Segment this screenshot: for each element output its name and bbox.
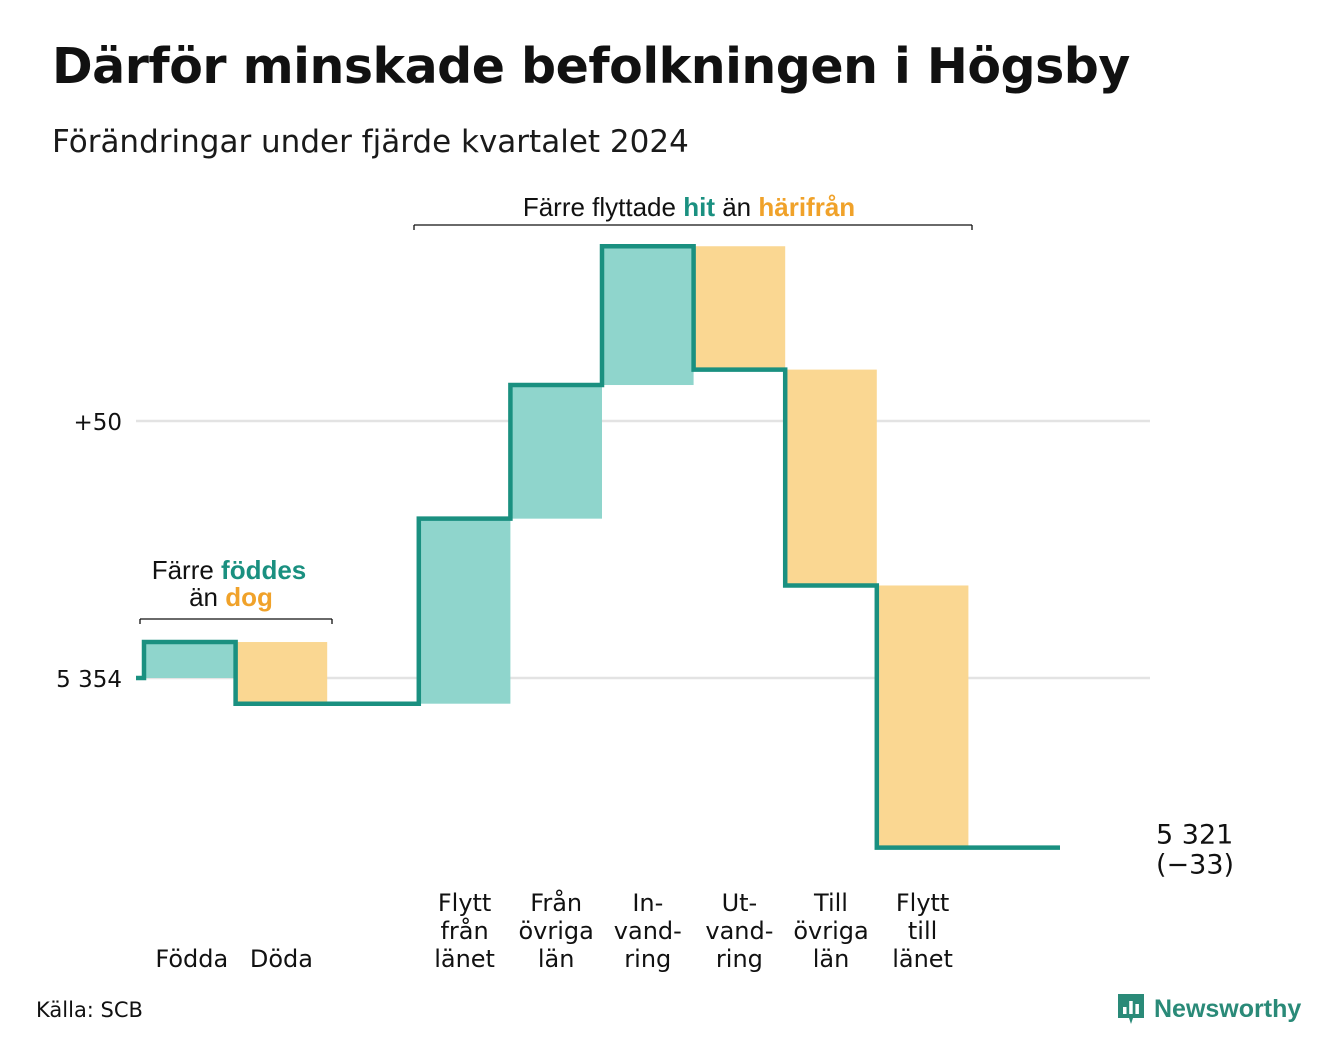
bar-inflow <box>510 385 602 519</box>
bar-inflow <box>144 642 236 678</box>
x-tick-label: Flytt <box>438 889 492 917</box>
migration-annotation-part: än <box>715 192 758 222</box>
newsworthy-logo-icon <box>1118 994 1144 1024</box>
brand-name: Newsworthy <box>1154 994 1302 1023</box>
x-tick-label: Ut- <box>722 889 758 917</box>
migration-annotation-part: härifrån <box>758 192 855 222</box>
brand-logo: Newsworthy <box>1116 992 1301 1026</box>
x-tick-label: Flytt <box>896 889 950 917</box>
x-tick-label: övriga <box>793 917 868 945</box>
bar-outflow <box>693 246 786 370</box>
bar-outflow <box>785 369 877 586</box>
x-tick-label: Från <box>530 888 582 917</box>
waterfall-chart: 5 354+50 Födda DödaFlyttfrånlänetFrånövri… <box>56 192 1234 973</box>
x-tick-label: Födda <box>155 945 228 973</box>
x-tick-label: vand- <box>705 917 773 945</box>
bar-outflow <box>235 642 328 704</box>
chart-title: Därför minskade befolkningen i Högsby <box>52 38 1130 95</box>
migration-annotation-part: hit <box>683 192 715 222</box>
births-annotation-line2: än dog <box>189 582 273 612</box>
x-tick-label: Till <box>813 889 848 917</box>
births-annotation-line1-part: Färre <box>152 555 221 585</box>
end-value-label: 5 321 <box>1156 820 1233 851</box>
x-tick-label: övriga <box>519 917 594 945</box>
y-tick-label: 5 354 <box>56 667 122 693</box>
x-tick-label: till <box>908 917 937 945</box>
x-tick-label: län <box>538 945 575 973</box>
births-annotation-line2-part: dog <box>225 582 273 612</box>
births-annotation-line2-part: än <box>189 582 225 612</box>
x-tick-label: ring <box>624 945 671 973</box>
x-tick-label: In- <box>632 889 663 917</box>
x-tick-label: länet <box>892 945 953 973</box>
x-tick-label: ring <box>716 945 763 973</box>
chart-subtitle: Förändringar under fjärde kvartalet 2024 <box>52 124 689 160</box>
migration-annotation-part: Färre flyttade <box>523 192 683 222</box>
y-tick-label: +50 <box>73 410 122 436</box>
x-tick-label: länet <box>434 945 495 973</box>
x-tick-label: Döda <box>250 945 313 973</box>
births-annotation-line1: Färre föddes <box>152 555 307 585</box>
births-annotation-line1-part: föddes <box>221 555 306 585</box>
bar-inflow <box>602 246 694 386</box>
end-change-label: (−33) <box>1156 850 1234 881</box>
x-tick-label: län <box>813 945 850 973</box>
x-tick-label: från <box>440 916 488 945</box>
bar-inflow <box>418 518 511 704</box>
population-step-line <box>136 243 1060 850</box>
bar-outflow <box>876 585 969 848</box>
x-tick-label: vand- <box>614 917 682 945</box>
migration-annotation: Färre flyttade hit än härifrån <box>523 192 855 222</box>
source-note: Källa: SCB <box>36 998 143 1022</box>
